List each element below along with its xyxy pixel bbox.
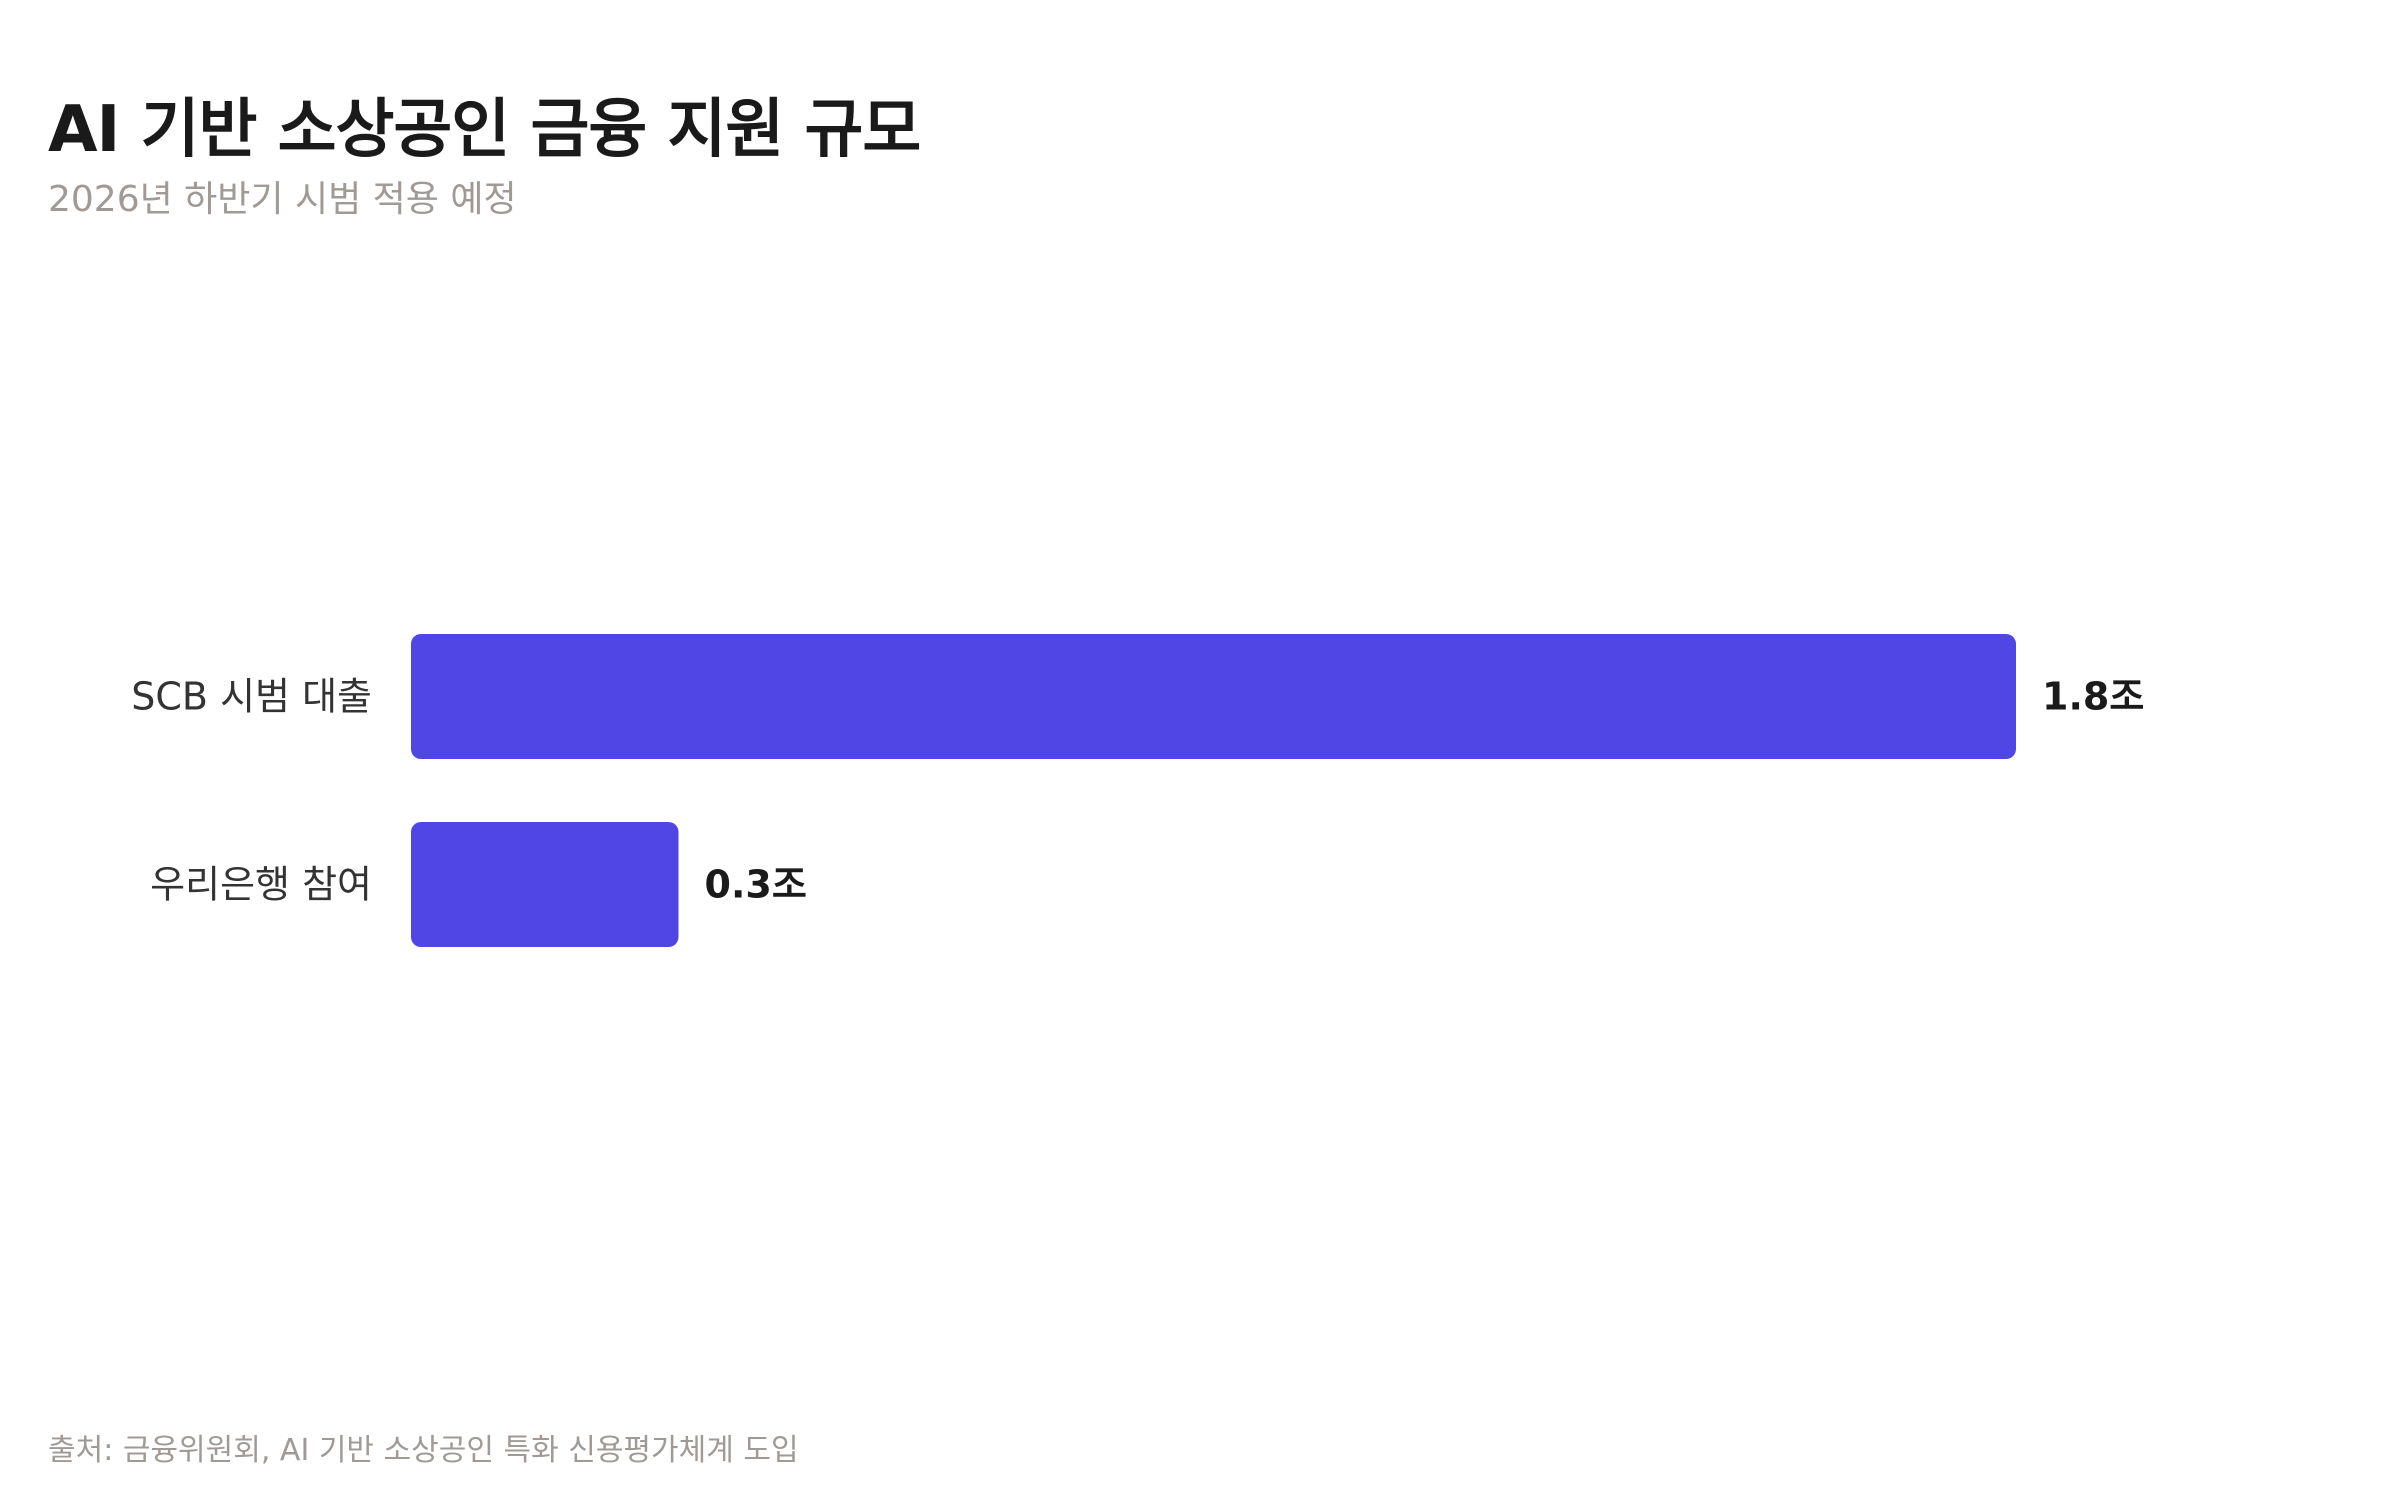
bar [411, 822, 679, 947]
source-note: 출처: 금융위원회, AI 기반 소상공인 특화 신용평가체계 도입 [48, 1433, 799, 1468]
bar [411, 634, 2016, 759]
category-label: 우리은행 참여 [150, 863, 372, 907]
chart-title: AI 기반 소상공인 금융 지원 규모 [48, 93, 921, 167]
value-label: 0.3조 [705, 863, 807, 907]
value-label: 1.8조 [2042, 675, 2144, 719]
category-label: SCB 시범 대출 [131, 675, 372, 719]
chart-subtitle: 2026년 하반기 시범 적용 예정 [48, 179, 517, 220]
